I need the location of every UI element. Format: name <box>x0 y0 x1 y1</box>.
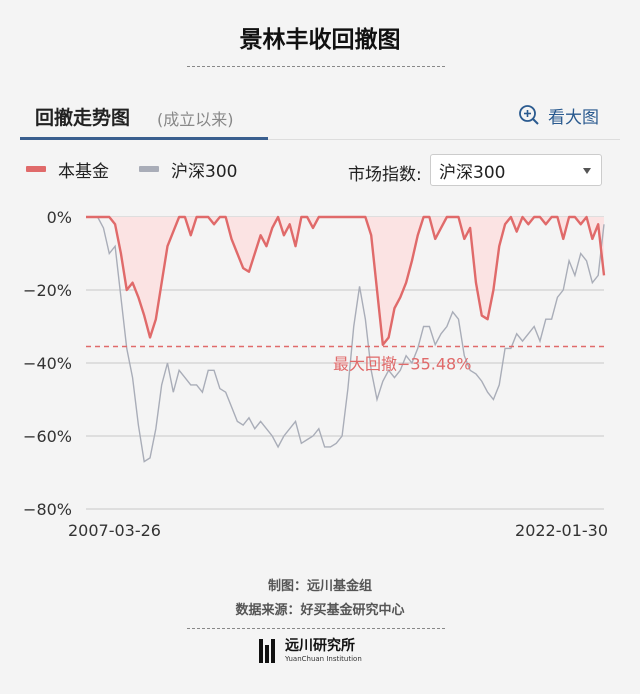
y-tick-label: −60% <box>23 427 72 446</box>
max-drawdown-label: 最大回撤−35.48% <box>333 355 471 374</box>
logo-cn-text: 远川研究所 <box>285 638 355 654</box>
x-tick-label-start: 2007-03-26 <box>68 521 161 540</box>
market-index-label: 市场指数: <box>348 165 422 185</box>
market-index-select[interactable]: 沪深300 <box>430 154 602 186</box>
chart-legend: 本基金 沪深300 <box>22 157 263 182</box>
legend-label-fund: 本基金 <box>58 161 109 182</box>
title-divider <box>187 66 445 67</box>
logo-mark-icon <box>259 639 277 663</box>
footer-divider <box>187 628 445 629</box>
tab-sub-label: (成立以来) <box>157 110 234 129</box>
yuanchuan-logo: 远川研究所 YuanChuan Institution <box>259 638 362 664</box>
legend-swatch-index <box>139 166 159 172</box>
view-large-button[interactable]: 看大图 <box>518 102 599 128</box>
legend-label-index: 沪深300 <box>171 161 238 182</box>
legend-item-fund[interactable]: 本基金 <box>22 157 109 182</box>
x-tick-label-end: 2022-01-30 <box>515 521 608 540</box>
y-tick-label: −40% <box>23 354 72 373</box>
footer-maker: 制图：远川基金组 <box>267 579 372 594</box>
y-tick-label: −80% <box>23 500 72 519</box>
market-index-value: 沪深300 <box>439 162 506 183</box>
legend-swatch-fund <box>26 166 46 172</box>
fund-series-line <box>86 215 606 346</box>
logo-en-text: YuanChuan Institution <box>285 655 362 663</box>
view-large-label: 看大图 <box>548 107 599 128</box>
fund-drawdown-area <box>86 217 604 345</box>
zoom-in-icon <box>519 105 539 125</box>
tab-drawdown-trend[interactable]: 回撤走势图 <box>35 107 131 129</box>
drawdown-chart: 0% −20% −40% −60% −80% 2007-03-26 2022-01-30 最大… <box>23 208 608 540</box>
footer-source: 数据来源：好买基金研究中心 <box>235 603 405 618</box>
tab-active-underline <box>20 137 268 140</box>
y-tick-label: 0% <box>47 208 72 227</box>
chevron-down-icon <box>583 168 591 174</box>
y-tick-label: −20% <box>23 281 72 300</box>
tab-baseline <box>20 139 620 140</box>
legend-item-index[interactable]: 沪深300 <box>135 157 237 182</box>
page-title: 景林丰收回撤图 <box>239 27 401 53</box>
index-series-line <box>86 216 605 463</box>
